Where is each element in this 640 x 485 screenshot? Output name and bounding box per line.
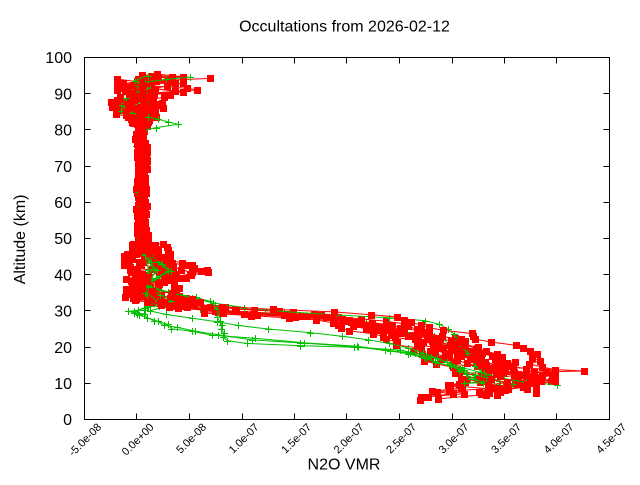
svg-text:30: 30 [54,304,72,321]
svg-text:40: 40 [54,267,72,284]
svg-text:80: 80 [54,123,72,140]
svg-text:70: 70 [54,159,72,176]
svg-text:100: 100 [45,50,72,67]
svg-text:50: 50 [54,231,72,248]
svg-text:60: 60 [54,195,72,212]
svg-text:N2O VMR: N2O VMR [308,457,381,474]
svg-text:Occultations from 2026-02-12: Occultations from 2026-02-12 [239,19,450,36]
svg-text:10: 10 [54,376,72,393]
svg-text:90: 90 [54,86,72,103]
svg-text:Altitude (km): Altitude (km) [12,195,29,285]
svg-text:0: 0 [63,412,72,429]
svg-text:20: 20 [54,340,72,357]
